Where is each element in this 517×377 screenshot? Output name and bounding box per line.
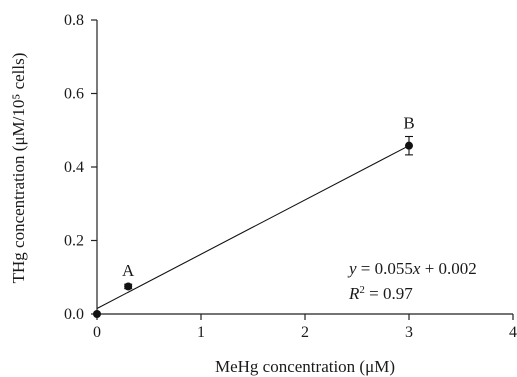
equation-slope: = 0.055 <box>357 259 413 278</box>
x-tick-label: 3 <box>405 324 413 341</box>
y-tick-label: 0.8 <box>64 12 84 29</box>
x-axis-title: MeHg concentration (μM) <box>215 357 395 376</box>
y-axis-title: THg concentration (μM/10⁵ cells) <box>9 53 28 284</box>
data-point <box>93 310 101 318</box>
trendline-group <box>96 145 410 309</box>
equation-y: y <box>347 259 357 278</box>
y-tick-label: 0.2 <box>64 233 84 250</box>
x-tick-label: 2 <box>301 324 309 341</box>
y-tick-label: 0.4 <box>64 159 84 176</box>
data-point <box>405 141 413 150</box>
data-point <box>124 282 133 291</box>
r-squared-base: R <box>348 284 360 303</box>
equation-intercept: + 0.002 <box>420 259 476 278</box>
x-tick-label: 4 <box>509 324 517 341</box>
point-label: B <box>403 113 414 132</box>
equation-x: x <box>412 259 421 278</box>
x-tick-label: 0 <box>93 324 101 341</box>
r-squared-value: = 0.97 <box>365 284 413 303</box>
r-squared: R2 = 0.97 <box>348 284 413 303</box>
data-points: AB <box>93 113 415 318</box>
axes: 0 1 2 3 4 0.0 0.2 0.4 0.6 0.8 <box>64 12 517 341</box>
trendline <box>96 145 410 309</box>
x-tick-label: 1 <box>197 324 205 341</box>
y-tick-label: 0.6 <box>64 86 84 103</box>
r-squared-superscript: 2 <box>359 284 365 296</box>
trend-equation: y = 0.055x + 0.002 <box>347 259 477 278</box>
y-tick-label: 0.0 <box>64 306 84 323</box>
point-label: A <box>122 261 135 280</box>
